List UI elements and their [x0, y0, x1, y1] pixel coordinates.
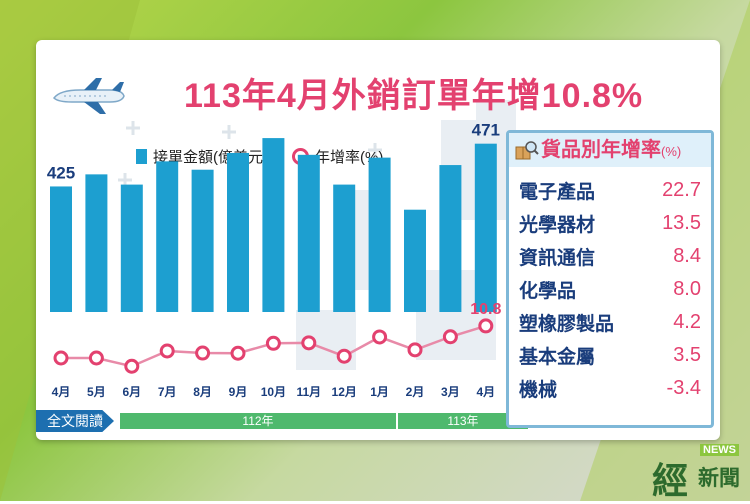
- growth-point: [407, 342, 423, 358]
- chart-bar: [227, 152, 249, 312]
- chart-bar: [439, 165, 462, 312]
- chart-bar: [50, 186, 72, 312]
- x-tick-label: 11月: [296, 385, 321, 399]
- year-band-113: 113年: [396, 413, 528, 429]
- growth-point: [336, 348, 352, 364]
- year-band-112: 112年: [120, 413, 396, 429]
- x-tick-label: 4月: [476, 385, 495, 399]
- logo-main-char: 經: [652, 460, 689, 502]
- panel-header: 貨品別年增率(%): [509, 133, 711, 167]
- chart-bar: [474, 143, 497, 312]
- panel-row-name: 化學品: [519, 280, 577, 302]
- logo-sub-text: 新聞: [698, 465, 740, 490]
- chart-bar: [333, 184, 356, 312]
- growth-point: [478, 318, 494, 334]
- growth-point: [195, 345, 211, 361]
- infographic-card: 113年4月外銷訂單年增10.8% 接單金額(億美元) 年增率(%) 425 47…: [36, 40, 720, 440]
- growth-point: [88, 350, 104, 366]
- growth-point: [53, 350, 69, 366]
- chart-bar: [404, 209, 426, 312]
- panel-row: 化學品 8.0: [519, 274, 701, 304]
- panel-row-name: 基本金屬: [519, 346, 596, 368]
- x-tick-label: 3月: [441, 385, 460, 399]
- panel-unit: (%): [661, 144, 682, 159]
- legend-line-label: 年增率(%): [315, 149, 384, 166]
- bar-value-label: 425: [47, 163, 75, 182]
- panel-row-value: 4.2: [673, 310, 701, 333]
- category-growth-panel: 貨品別年增率(%) 電子產品 22.7 光學器材 13.5 資訊通信 8.4 化學品 8.0 塑…: [506, 130, 714, 428]
- x-tick-label: 6月: [122, 385, 141, 399]
- panel-row: 電子產品 22.7: [519, 175, 701, 205]
- growth-point: [265, 335, 281, 351]
- panel-row-value: 22.7: [662, 178, 701, 201]
- growth-point: [372, 329, 388, 345]
- bar-value-label: 471: [472, 121, 500, 140]
- growth-point: [124, 358, 140, 374]
- panel-row-value: -3.4: [666, 376, 701, 399]
- x-tick-label: 12月: [332, 385, 357, 399]
- panel-row-name: 光學器材: [519, 214, 596, 236]
- x-tick-label: 7月: [158, 385, 177, 399]
- x-tick-label: 5月: [87, 385, 106, 399]
- growth-point: [301, 335, 317, 351]
- growth-point: [230, 345, 246, 361]
- x-tick-label: 9月: [229, 385, 248, 399]
- chart-bar: [85, 174, 108, 312]
- chart-bar: [368, 157, 391, 312]
- x-tick-label: 8月: [193, 385, 212, 399]
- chart-bar: [297, 154, 320, 312]
- chart-bar: [191, 169, 214, 312]
- legend-bar-swatch: [136, 149, 147, 164]
- chart-bar: [120, 184, 143, 312]
- growth-point: [159, 343, 175, 359]
- panel-row-value: 8.4: [673, 244, 701, 267]
- panel-row-value: 8.0: [673, 277, 701, 300]
- box-magnifier-icon: [515, 141, 539, 160]
- chart-bar: [262, 138, 285, 312]
- x-tick-label: 1月: [370, 385, 389, 399]
- panel-row-name: 機械: [519, 379, 558, 401]
- chart-bar: [156, 161, 179, 312]
- panel-row: 資訊通信 8.4: [519, 241, 701, 271]
- combo-chart: 425 471 10.8 4月 5月 6月 7月 8月 9月 10月 11月 12月 1月 2月 3月 4月: [47, 121, 502, 399]
- x-tick-label: 2月: [406, 385, 425, 399]
- panel-row-name: 塑橡膠製品: [519, 313, 615, 335]
- panel-row: 機械 -3.4: [519, 373, 701, 403]
- panel-row-name: 資訊通信: [519, 247, 596, 269]
- panel-row-value: 13.5: [662, 211, 701, 234]
- growth-value-label: 10.8: [470, 301, 501, 318]
- panel-row: 塑橡膠製品 4.2: [519, 307, 701, 337]
- panel-row: 光學器材 13.5: [519, 208, 701, 238]
- read-more-button[interactable]: 全文閱讀: [36, 410, 114, 432]
- airplane-icon: [53, 78, 125, 114]
- page-title: 113年4月外銷訂單年增10.8%: [184, 77, 644, 115]
- growth-point: [442, 329, 458, 345]
- panel-row-name: 電子產品: [519, 181, 596, 203]
- panel-title: 貨品別年增率: [541, 139, 661, 161]
- panel-row: 基本金屬 3.5: [519, 340, 701, 370]
- logo-news-badge: NEWS: [700, 444, 739, 456]
- x-tick-label: 4月: [52, 385, 71, 399]
- panel-row-value: 3.5: [673, 343, 701, 366]
- x-tick-label: 10月: [261, 385, 286, 399]
